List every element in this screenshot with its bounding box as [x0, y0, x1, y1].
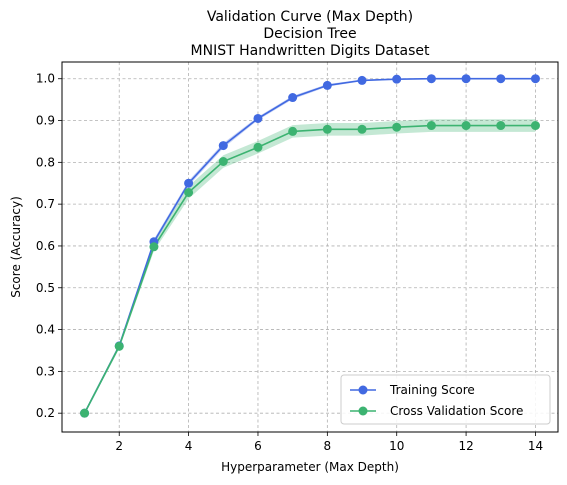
title-line-2: Decision Tree: [263, 26, 356, 42]
y-tick-label: 0.3: [36, 364, 55, 378]
point-series-0: [322, 80, 332, 90]
point-series-0: [218, 141, 228, 151]
y-tick-label: 0.6: [36, 239, 55, 253]
legend-box: [340, 374, 551, 425]
point-series-1: [218, 157, 228, 167]
series-points: [80, 74, 540, 418]
plot-frame: [61, 61, 559, 433]
x-tick-label: 8: [324, 439, 332, 453]
line-series-0: [83, 77, 536, 414]
x-axis-label: Hyperparameter (Max Depth): [221, 460, 399, 474]
y-tick-label: 0.4: [36, 323, 55, 337]
y-tick-label: 0.2: [36, 406, 55, 420]
point-series-1: [426, 121, 436, 131]
legend: Training Score Cross Validation Score: [340, 374, 551, 425]
chart-title: Validation Curve (Max Depth) Decision Tr…: [191, 9, 430, 59]
point-series-0: [496, 74, 506, 84]
point-series-1: [530, 121, 540, 131]
legend-marker-training: [358, 385, 368, 395]
x-tick-label: 12: [458, 439, 473, 453]
legend-label-cv: Cross Validation Score: [390, 404, 523, 418]
line-series-1: [83, 124, 536, 414]
point-series-1: [357, 124, 367, 134]
title-line-1: Validation Curve (Max Depth): [207, 9, 413, 25]
x-tick-label: 6: [254, 439, 262, 453]
point-series-0: [184, 178, 194, 188]
point-series-1: [392, 122, 402, 132]
y-tick-label: 0.7: [36, 197, 55, 211]
point-series-1: [461, 121, 471, 131]
point-series-1: [149, 242, 159, 252]
y-axis-ticks: 0.2 0.3 0.4 0.5 0.6 0.7 0.8 0.9 1.0: [36, 72, 62, 420]
point-series-1: [253, 142, 263, 152]
point-series-0: [288, 93, 298, 103]
y-tick-label: 0.9: [36, 114, 55, 128]
legend-marker-cv: [358, 406, 368, 416]
legend-label-training: Training Score: [389, 383, 475, 397]
x-tick-label: 14: [528, 439, 543, 453]
y-tick-label: 0.5: [36, 281, 55, 295]
y-tick-label: 0.8: [36, 155, 55, 169]
point-series-0: [253, 113, 263, 123]
y-tick-label: 1.0: [36, 72, 55, 86]
point-series-1: [114, 341, 124, 351]
series-lines: [83, 77, 536, 414]
x-tick-label: 2: [115, 439, 123, 453]
point-series-1: [288, 126, 298, 136]
point-series-0: [461, 74, 471, 84]
x-axis-ticks: 2 4 6 8 10 12 14: [115, 432, 543, 453]
title-line-3: MNIST Handwritten Digits Dataset: [191, 43, 430, 59]
x-tick-label: 4: [185, 439, 193, 453]
point-series-0: [426, 74, 436, 84]
band-series-1: [84, 119, 536, 415]
point-series-1: [80, 408, 90, 418]
point-series-1: [184, 187, 194, 197]
y-axis-label: Score (Accuracy): [9, 196, 23, 298]
point-series-0: [357, 75, 367, 85]
point-series-1: [496, 121, 506, 131]
point-series-0: [392, 74, 402, 84]
point-series-1: [322, 124, 332, 134]
x-tick-label: 10: [389, 439, 404, 453]
point-series-0: [530, 74, 540, 84]
